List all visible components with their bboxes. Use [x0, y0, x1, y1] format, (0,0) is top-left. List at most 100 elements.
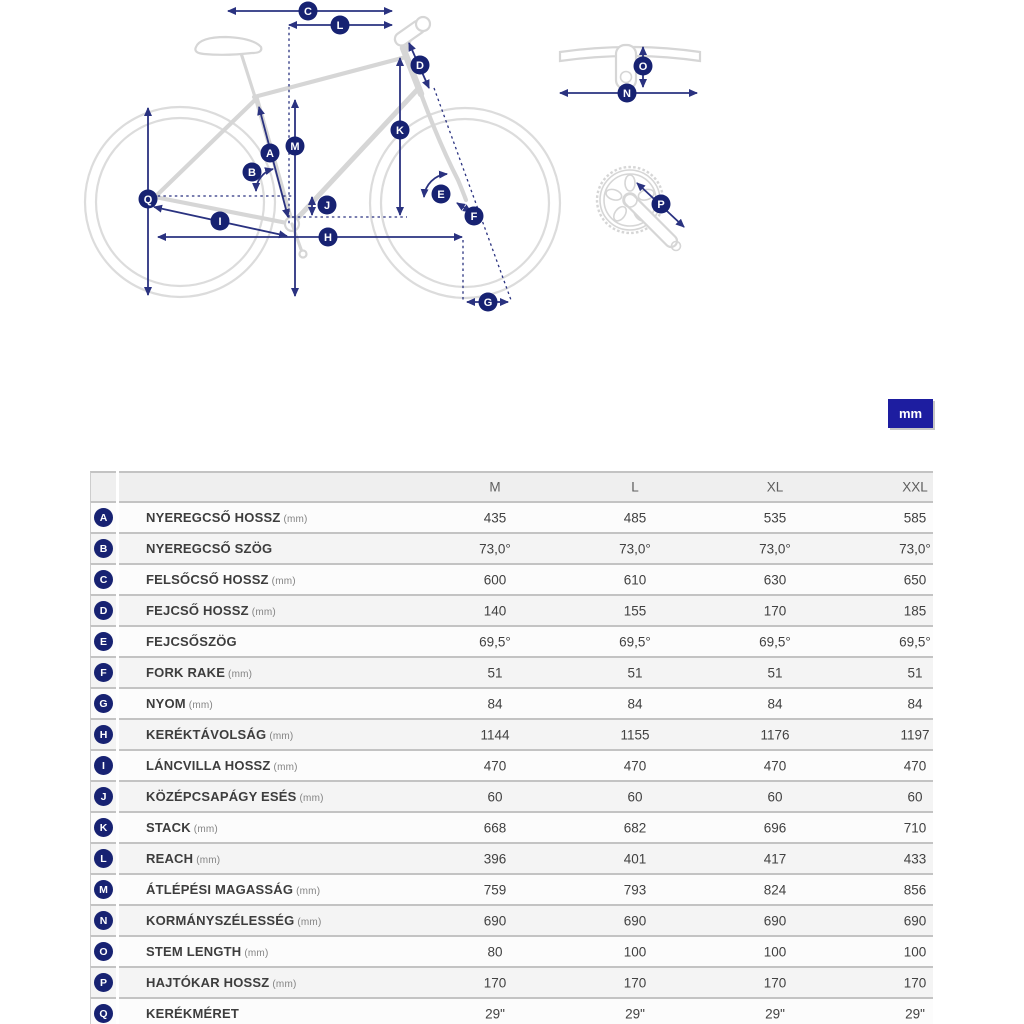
row-content-cell: FELSŐCSŐ HOSSZ (mm) 600 610 630 650 — [119, 563, 933, 594]
diagram-badge-O: O — [633, 56, 653, 76]
table-row-H: H KERÉKTÁVOLSÁG (mm) 1144 1155 1176 1197 — [90, 718, 933, 749]
row-unit: (mm) — [241, 948, 269, 959]
svg-text:F: F — [471, 211, 478, 223]
row-content-cell: HAJTÓKAR HOSSZ (mm) 170 170 170 170 — [119, 966, 933, 997]
table-row-C: C FELSŐCSŐ HOSSZ (mm) 600 610 630 650 — [90, 563, 933, 594]
value-M-XXL: 856 — [903, 882, 927, 897]
table-row-N: N KORMÁNYSZÉLESSÉG (mm) 690 690 690 690 — [90, 904, 933, 935]
row-letter-badge-Q: Q — [94, 1004, 113, 1023]
size-column-header-XXL: XXL — [902, 479, 928, 495]
row-badge-cell: J — [90, 780, 116, 811]
value-A-XL: 535 — [763, 510, 787, 525]
value-P-L: 170 — [623, 975, 647, 990]
row-label: NYEREGCSŐ HOSSZ (mm) — [146, 510, 308, 525]
diagram-badge-F: F — [464, 206, 484, 226]
row-badge-cell: D — [90, 594, 116, 625]
table-row-L: L REACH (mm) 396 401 417 433 — [90, 842, 933, 873]
svg-text:L: L — [337, 20, 344, 32]
svg-text:N: N — [623, 88, 631, 100]
svg-text:A: A — [266, 148, 274, 160]
svg-text:M: M — [290, 141, 299, 153]
diagram-badge-G: G — [478, 292, 498, 312]
row-unit: (mm) — [248, 607, 276, 618]
value-I-XXL: 470 — [903, 758, 927, 773]
svg-text:D: D — [416, 60, 424, 72]
value-L-XL: 417 — [763, 851, 787, 866]
row-label: ÁTLÉPÉSI MAGASSÁG (mm) — [146, 882, 321, 897]
row-unit: (mm) — [280, 514, 308, 525]
row-unit: (mm) — [185, 700, 213, 711]
row-unit: (mm) — [270, 762, 298, 773]
value-M-M: 759 — [483, 882, 507, 897]
top-tube — [251, 54, 409, 100]
row-unit: (mm) — [294, 917, 322, 928]
row-badge-cell: B — [90, 532, 116, 563]
row-unit: (mm) — [266, 731, 294, 742]
bar-end — [414, 15, 432, 33]
value-J-XXL: 60 — [907, 789, 923, 804]
diagram-badge-I: I — [210, 211, 230, 231]
row-badge-cell: I — [90, 749, 116, 780]
value-F-L: 51 — [627, 665, 643, 680]
row-badge-cell: Q — [90, 997, 116, 1024]
row-content-cell: STACK (mm) 668 682 696 710 — [119, 811, 933, 842]
value-B-L: 73,0° — [619, 541, 651, 556]
value-I-M: 470 — [483, 758, 507, 773]
table-row-F: F FORK RAKE (mm) 51 51 51 51 — [90, 656, 933, 687]
row-unit: (mm) — [193, 855, 221, 866]
row-label: FEJCSŐSZÖG — [146, 634, 237, 649]
stem-bolt — [619, 70, 633, 84]
row-label: STACK (mm) — [146, 820, 218, 835]
row-letter-badge-E: E — [94, 632, 113, 651]
row-letter-badge-D: D — [94, 601, 113, 620]
value-K-L: 682 — [623, 820, 647, 835]
value-O-XL: 100 — [763, 944, 787, 959]
row-unit: (mm) — [293, 886, 321, 897]
down-tube — [289, 87, 420, 227]
row-letter-badge-L: L — [94, 849, 113, 868]
value-F-XXL: 51 — [907, 665, 923, 680]
size-header-cell: M L XL XXL — [119, 471, 933, 501]
row-label: KERÉKMÉRET — [146, 1006, 240, 1021]
value-I-L: 470 — [623, 758, 647, 773]
value-O-XXL: 100 — [903, 944, 927, 959]
units-mm-button[interactable]: mm — [888, 399, 933, 428]
row-label: NYOM (mm) — [146, 696, 213, 711]
row-letter-badge-B: B — [94, 539, 113, 558]
value-I-XL: 470 — [763, 758, 787, 773]
svg-text:G: G — [484, 297, 493, 309]
value-C-XXL: 650 — [903, 572, 927, 587]
row-label: KERÉKTÁVOLSÁG (mm) — [146, 727, 294, 742]
row-label: REACH (mm) — [146, 851, 221, 866]
diagram-badge-K: K — [390, 120, 410, 140]
table-row-A: A NYEREGCSŐ HOSSZ (mm) 435 485 535 585 — [90, 501, 933, 532]
svg-text:E: E — [437, 189, 444, 201]
value-F-XL: 51 — [767, 665, 783, 680]
value-K-XXL: 710 — [903, 820, 927, 835]
svg-text:P: P — [657, 199, 664, 211]
diagram-letter-badges: AB C D E F G H I J K L M N O P Q — [138, 1, 671, 312]
value-J-XL: 60 — [767, 789, 783, 804]
row-content-cell: KERÉKTÁVOLSÁG (mm) 1144 1155 1176 1197 — [119, 718, 933, 749]
row-content-cell: ÁTLÉPÉSI MAGASSÁG (mm) 759 793 824 856 — [119, 873, 933, 904]
row-label: HAJTÓKAR HOSSZ (mm) — [146, 975, 297, 990]
svg-text:O: O — [639, 61, 648, 73]
row-badge-cell: K — [90, 811, 116, 842]
value-P-XXL: 170 — [903, 975, 927, 990]
row-content-cell: NYOM (mm) 84 84 84 84 — [119, 687, 933, 718]
row-label: STEM LENGTH (mm) — [146, 944, 269, 959]
row-badge-cell: O — [90, 935, 116, 966]
table-row-Q: Q KERÉKMÉRET 29" 29" 29" 29" — [90, 997, 933, 1024]
bike-geometry-diagram: AB C D E F G H I J K L M N O P Q — [83, 1, 702, 312]
row-content-cell: STEM LENGTH (mm) 80 100 100 100 — [119, 935, 933, 966]
value-E-XXL: 69,5° — [899, 634, 931, 649]
value-G-M: 84 — [487, 696, 503, 711]
value-G-XL: 84 — [767, 696, 783, 711]
row-content-cell: KÖZÉPCSAPÁGY ESÉS (mm) 60 60 60 60 — [119, 780, 933, 811]
table-row-J: J KÖZÉPCSAPÁGY ESÉS (mm) 60 60 60 60 — [90, 780, 933, 811]
seatpost — [239, 51, 258, 102]
table-row-K: K STACK (mm) 668 682 696 710 — [90, 811, 933, 842]
geometry-table: M L XL XXL A NYEREGCSŐ HOSSZ (mm) 435 485 535 58… — [90, 471, 933, 1024]
value-G-L: 84 — [627, 696, 643, 711]
